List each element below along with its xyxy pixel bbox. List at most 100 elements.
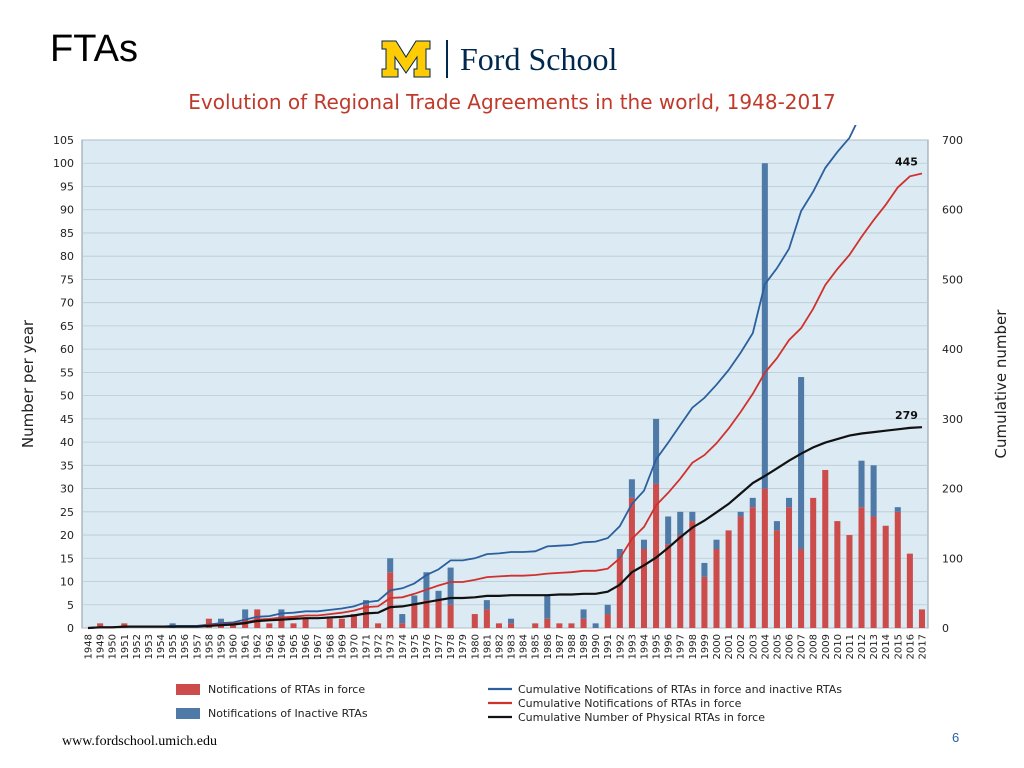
x-tick-label: 1988	[567, 634, 578, 659]
bar-inactive	[870, 465, 877, 517]
x-tick-label: 1962	[253, 634, 264, 659]
y-left-tick-label: 10	[60, 576, 74, 589]
x-tick-label: 1961	[241, 634, 252, 659]
bar-inactive	[423, 572, 430, 601]
bar-inactive	[677, 511, 684, 536]
end-value-label: 445	[895, 155, 918, 168]
bar-in-force	[387, 572, 394, 628]
legend-entry: Cumulative Notifications of RTAs in forc…	[518, 697, 742, 710]
x-tick-label: 1972	[374, 634, 385, 659]
legend-swatch-bar	[176, 684, 200, 695]
bar-inactive	[653, 418, 660, 484]
footer-url: www.fordschool.umich.edu	[62, 734, 218, 749]
x-tick-label: 2002	[736, 634, 747, 659]
x-tick-label: 2001	[724, 634, 735, 659]
bar-in-force	[665, 544, 672, 628]
y-left-tick-label: 70	[60, 297, 74, 310]
y-right-tick-label: 300	[942, 413, 963, 426]
bar-in-force	[628, 497, 635, 628]
x-tick-label: 1995	[652, 634, 663, 659]
x-tick-label: 1948	[84, 634, 95, 659]
x-tick-label: 1989	[579, 634, 590, 659]
bar-in-force	[773, 530, 780, 628]
y-left-tick-label: 50	[60, 390, 74, 403]
x-tick-label: 2000	[712, 634, 723, 659]
x-tick-label: 1994	[639, 634, 650, 659]
x-tick-label: 1999	[700, 634, 711, 659]
x-tick-label: 1977	[434, 634, 445, 659]
bar-in-force	[737, 516, 744, 628]
bar-in-force	[278, 618, 285, 628]
legend-entry: Cumulative Number of Physical RTAs in fo…	[518, 711, 765, 724]
x-tick-label: 1980	[470, 634, 481, 659]
x-tick-label: 1982	[494, 634, 505, 659]
bar-in-force	[870, 516, 877, 628]
bar-inactive	[242, 609, 249, 619]
bar-in-force	[701, 576, 708, 628]
bar-inactive	[761, 163, 768, 489]
bar-in-force	[350, 614, 357, 628]
x-tick-label: 1983	[507, 634, 518, 659]
y-left-tick-label: 95	[60, 180, 74, 193]
block-m-logo-icon	[381, 40, 431, 78]
bar-in-force	[822, 469, 829, 628]
bar-inactive	[387, 558, 394, 573]
bar-in-force	[375, 623, 382, 628]
line-series-1	[87, 125, 857, 629]
x-tick-label: 2013	[869, 634, 880, 659]
y-right-tick-label: 0	[942, 622, 949, 635]
x-tick-label: 1960	[229, 634, 240, 659]
bar-in-force	[411, 604, 418, 628]
bar-in-force	[725, 530, 732, 628]
bar-in-force	[447, 604, 454, 628]
x-tick-label: 1968	[325, 634, 336, 659]
x-tick-label: 1953	[144, 634, 155, 659]
bar-inactive	[544, 595, 551, 619]
bar-inactive	[447, 567, 454, 605]
x-tick-label: 1974	[398, 634, 409, 659]
y-left-tick-label: 80	[60, 250, 74, 263]
x-tick-label: 2011	[845, 634, 856, 659]
bar-inactive	[435, 590, 442, 601]
bar-in-force	[544, 618, 551, 628]
y-right-axis-label: Cumulative number	[992, 309, 1010, 459]
bar-in-force	[677, 535, 684, 628]
bar-in-force	[556, 623, 563, 628]
x-tick-label: 1966	[301, 634, 312, 659]
bar-inactive	[411, 595, 418, 605]
bar-inactive	[508, 618, 515, 624]
y-left-tick-label: 75	[60, 273, 74, 286]
bar-in-force	[761, 488, 768, 628]
bar-in-force	[290, 623, 297, 628]
x-tick-label: 2012	[857, 634, 868, 659]
chart-title: Evolution of Regional Trade Agreements i…	[188, 90, 836, 114]
bar-in-force	[97, 623, 104, 628]
bar-inactive	[628, 479, 635, 498]
x-tick-label: 1949	[96, 634, 107, 659]
x-tick-label: 2003	[748, 634, 759, 659]
x-tick-label: 1973	[386, 634, 397, 659]
x-tick-label: 1964	[277, 634, 288, 659]
x-tick-label: 2017	[917, 634, 928, 659]
bar-inactive	[483, 600, 490, 610]
y-left-tick-label: 30	[60, 483, 74, 496]
y-left-tick-label: 105	[53, 134, 74, 147]
y-left-tick-label: 60	[60, 343, 74, 356]
page-number: 6	[952, 730, 960, 745]
logo-text: Ford School	[460, 40, 618, 77]
x-tick-label: 1958	[204, 634, 215, 659]
y-right-tick-label: 600	[942, 204, 963, 217]
y-left-tick-label: 35	[60, 459, 74, 472]
x-tick-label: 1952	[132, 634, 143, 659]
y-left-tick-label: 100	[53, 157, 74, 170]
y-left-tick-label: 65	[60, 320, 74, 333]
bar-in-force	[858, 507, 865, 628]
bar-inactive	[785, 497, 793, 508]
x-tick-label: 2010	[833, 634, 844, 659]
bar-inactive	[689, 511, 696, 522]
x-tick-label: 1986	[543, 634, 554, 659]
bar-in-force	[266, 623, 273, 628]
bar-in-force	[435, 600, 442, 628]
bar-in-force	[495, 623, 502, 628]
y-right-tick-label: 700	[942, 134, 963, 147]
